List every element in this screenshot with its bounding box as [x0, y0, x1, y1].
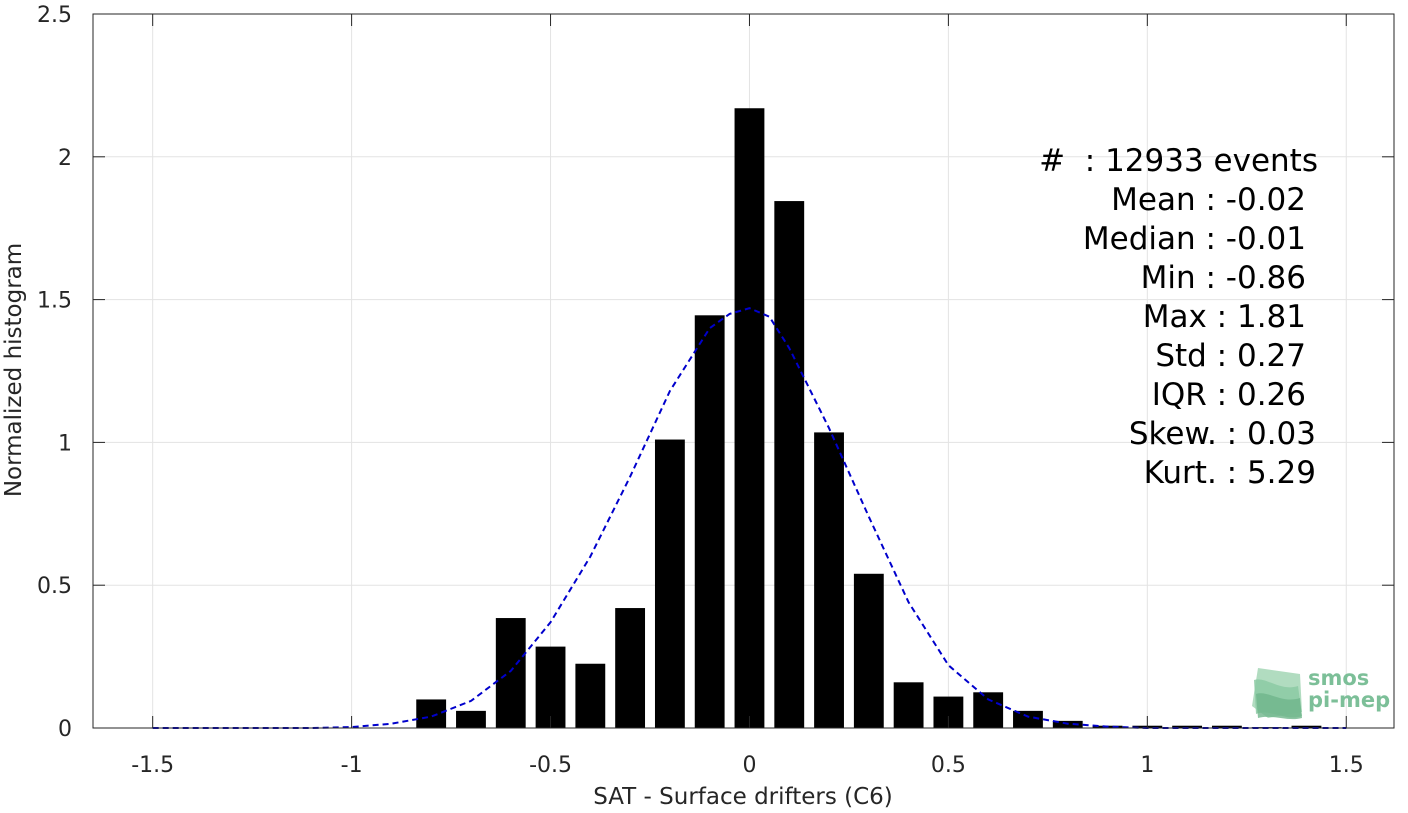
histogram-bar — [1172, 725, 1203, 728]
stats-line: Kurt. : 5.29 — [1144, 455, 1316, 491]
histogram-bar — [1291, 725, 1322, 728]
histogram-bar — [615, 608, 646, 728]
logo-text-pi-mep: pi-mep — [1308, 688, 1390, 712]
histogram-bar — [893, 682, 924, 728]
histogram-bar — [654, 439, 685, 728]
stats-line: Min : -0.86 — [1141, 260, 1306, 296]
y-tick-label: 2 — [58, 146, 72, 171]
histogram-bar — [694, 315, 725, 728]
stats-line: Skew. : 0.03 — [1129, 416, 1316, 452]
y-tick-label: 0.5 — [37, 574, 72, 599]
y-axis-title: Normalized histogram — [1, 243, 27, 497]
x-tick-label: 0.5 — [931, 753, 966, 778]
histogram-bar — [495, 618, 526, 728]
y-tick-label: 1 — [58, 431, 72, 456]
histogram-bar — [535, 646, 566, 728]
x-axis-title: SAT - Surface drifters (C6) — [593, 784, 893, 809]
stats-line: Mean : -0.02 — [1111, 182, 1306, 218]
histogram-bar — [734, 108, 765, 729]
y-tick-label: 0 — [58, 717, 72, 742]
histogram-bar — [416, 699, 447, 728]
tick-labels: -1.5 -1 -0.5 0 0.5 1 1.5 0 0.5 1 1.5 2 2.5 — [37, 3, 1364, 778]
stats-line: IQR : 0.26 — [1152, 377, 1306, 413]
histogram-bar — [814, 432, 844, 728]
axes — [92, 13, 1395, 729]
y-tick-label: 1.5 — [37, 289, 72, 314]
x-tick-label: 1.5 — [1329, 753, 1364, 778]
x-tick-label: -1.5 — [131, 753, 174, 778]
stats-line: Median : -0.01 — [1083, 221, 1306, 257]
axes-box — [92, 13, 1395, 729]
histogram-bar — [973, 692, 1004, 728]
logo-text-smos: smos — [1308, 666, 1369, 690]
stats-line: # : 12933 events — [1039, 143, 1318, 179]
x-tick-label: -1 — [341, 753, 363, 778]
histogram-bar — [1211, 725, 1242, 728]
smos-pi-mep-logo: smos pi-mep — [1252, 666, 1390, 720]
histogram-bar — [456, 710, 486, 728]
x-tick-label: 1 — [1140, 753, 1154, 778]
bars — [416, 108, 1322, 729]
y-tick-label: 2.5 — [37, 3, 72, 28]
histogram-bar — [853, 573, 884, 728]
x-tick-label: 0 — [742, 753, 756, 778]
stats-line: Std : 0.27 — [1155, 338, 1306, 374]
histogram-bar — [575, 663, 606, 728]
histogram-bar — [774, 201, 805, 728]
wave-logo-icon — [1252, 668, 1302, 720]
stats-line: Max : 1.81 — [1143, 299, 1306, 335]
histogram-bar — [1013, 710, 1043, 728]
x-tick-label: -0.5 — [529, 753, 572, 778]
